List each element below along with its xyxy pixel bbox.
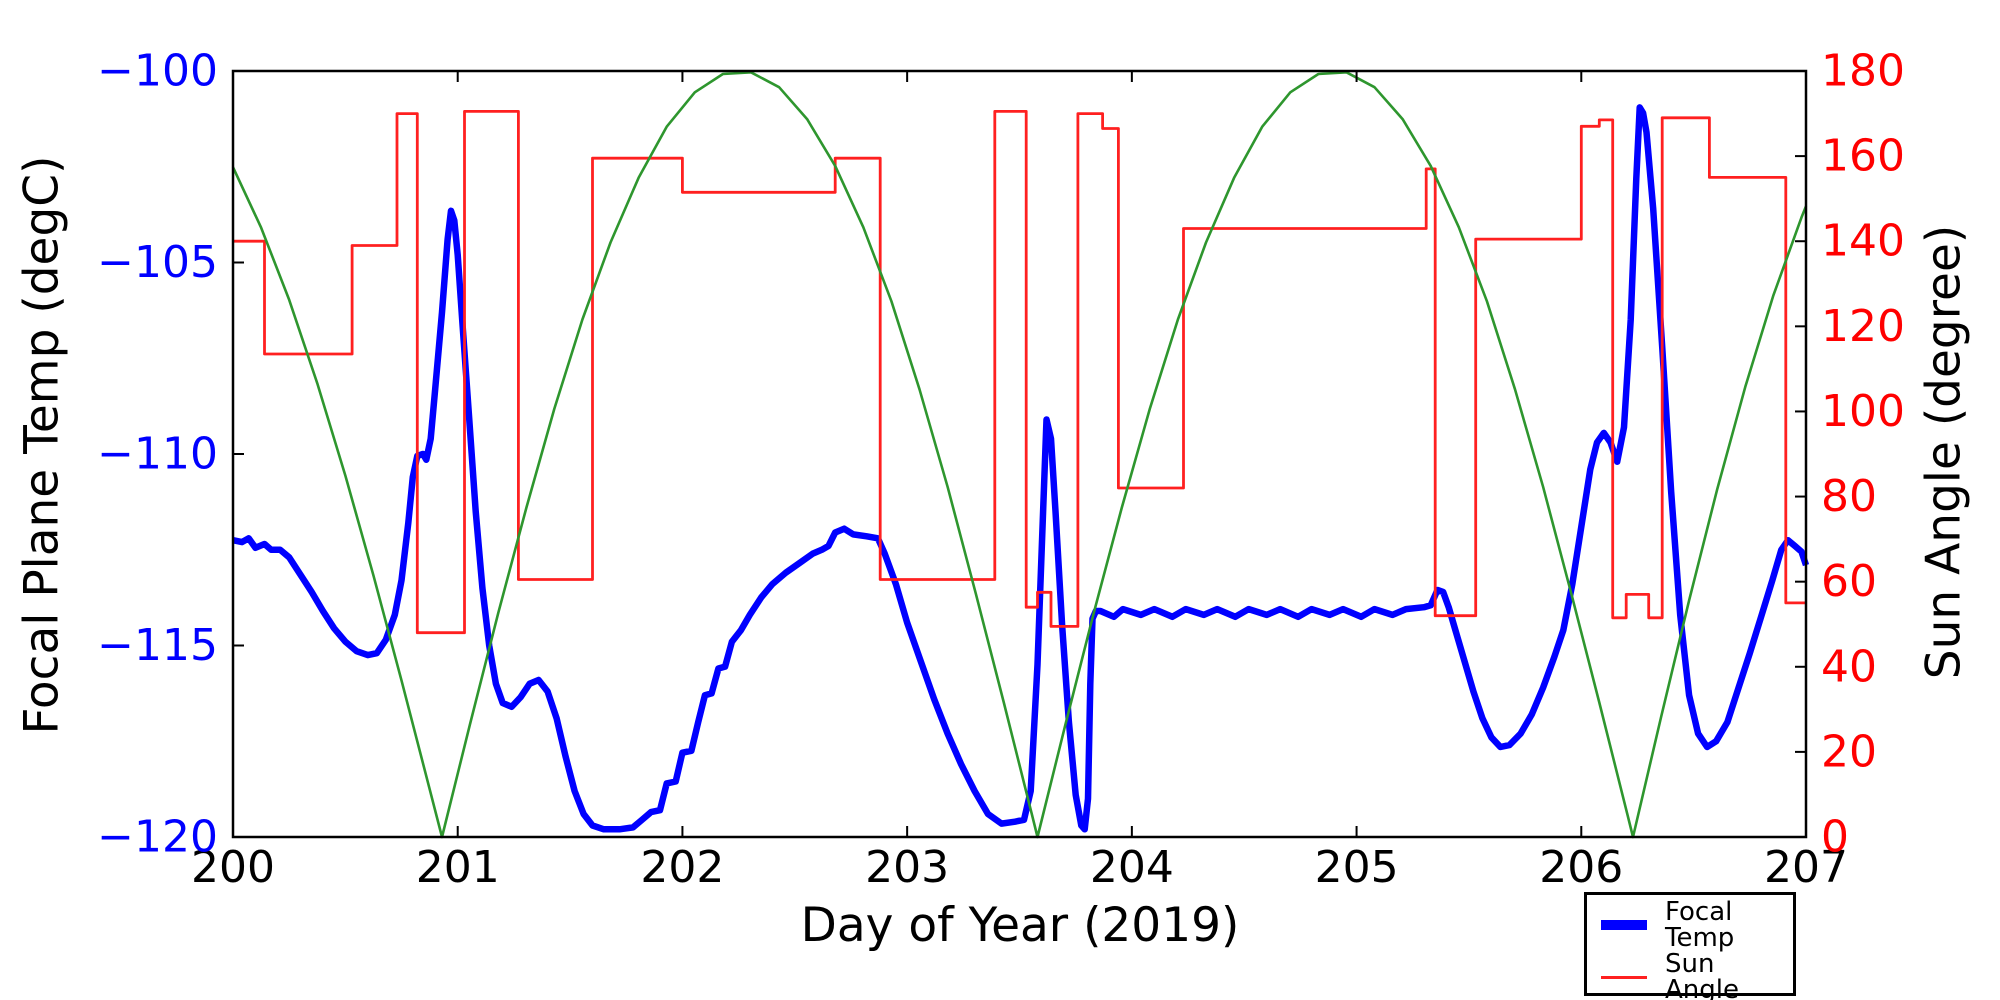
- legend: Focal Temp Sun Angle Altitude: [1584, 892, 1796, 1000]
- left-tick-label: −105: [97, 237, 218, 288]
- right-tick-label: 180: [1821, 46, 1905, 97]
- right-tick-label: 160: [1821, 131, 1905, 182]
- right-tick-label: 140: [1821, 216, 1905, 267]
- x-tick-label: 205: [1315, 842, 1399, 893]
- series-line-sun-angle: [233, 110, 1806, 635]
- right-tick-label: 120: [1821, 301, 1905, 352]
- series-line-altitude: [231, 71, 1808, 839]
- legend-entry-focal-temp: Focal Temp: [1601, 899, 1787, 951]
- x-axis-title: Day of Year (2019): [800, 898, 1240, 953]
- x-tick-label: 200: [191, 842, 275, 893]
- right-tick-label: 60: [1821, 556, 1877, 607]
- right-tick-label: 80: [1821, 471, 1877, 522]
- right-tick-label: 0: [1821, 812, 1849, 863]
- x-tick-label: 204: [1090, 842, 1174, 893]
- sun-angle-line-swatch: [1601, 975, 1647, 979]
- legend-label: Sun Angle: [1665, 949, 1739, 1000]
- legend-label: Focal Temp: [1665, 897, 1735, 953]
- x-tick-label: 202: [640, 842, 724, 893]
- right-tick-label: 100: [1821, 386, 1905, 437]
- x-tick-label: 201: [416, 842, 500, 893]
- left-tick-label: −120: [97, 812, 218, 863]
- x-tick-label: 206: [1539, 842, 1623, 893]
- left-tick-label: −115: [97, 620, 218, 671]
- left-tick-label: −100: [97, 46, 218, 97]
- x-tick-label: 207: [1764, 842, 1848, 893]
- focal-temp-line-swatch: [1601, 920, 1647, 930]
- left-axis-title: Focal Plane Temp (degC): [14, 155, 70, 735]
- legend-entry-sun-angle: Sun Angle: [1601, 951, 1787, 1000]
- x-tick-label: 203: [865, 842, 949, 893]
- right-tick-label: 20: [1821, 726, 1877, 777]
- series-line-focal-temp: [232, 104, 1810, 833]
- right-tick-label: 40: [1821, 641, 1877, 692]
- left-tick-label: −110: [97, 429, 218, 480]
- right-axis-title: Sun Angle (degree): [1916, 224, 1972, 680]
